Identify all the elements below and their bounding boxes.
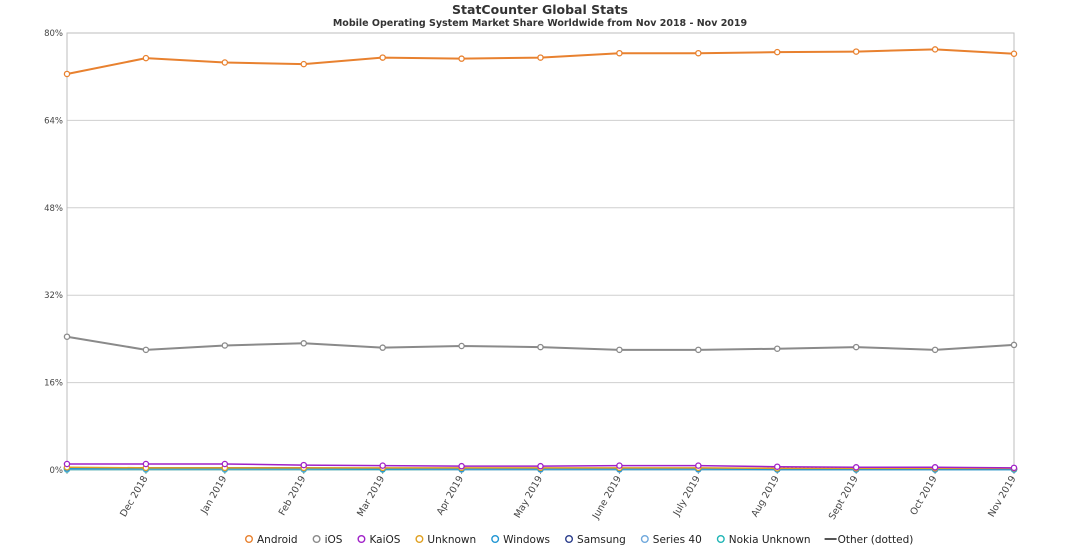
data-point[interactable] <box>537 54 544 61</box>
x-tick-label: Feb 2019 <box>277 474 309 518</box>
data-point[interactable] <box>63 70 71 78</box>
data-point[interactable] <box>931 464 939 471</box>
legend-swatch <box>244 535 253 544</box>
x-tick-label: Apr 2019 <box>435 474 466 517</box>
series-android <box>63 46 1018 78</box>
data-point[interactable] <box>458 55 465 62</box>
legend-label: Series 40 <box>653 534 702 546</box>
data-point[interactable] <box>537 343 544 351</box>
legend-item[interactable]: Other (dotted) <box>824 534 914 546</box>
legend-label: iOS <box>325 534 343 546</box>
legend-item[interactable]: Windows <box>491 534 550 546</box>
data-point[interactable] <box>931 346 939 354</box>
legend-item[interactable]: Samsung <box>565 534 626 546</box>
data-point[interactable] <box>931 46 939 53</box>
legend-swatch <box>491 535 500 544</box>
data-point[interactable] <box>852 48 860 55</box>
data-point[interactable] <box>379 462 386 469</box>
legend-label: Android <box>257 534 298 546</box>
legend-label: Unknown <box>427 534 476 546</box>
legend-swatch <box>415 535 424 544</box>
data-point[interactable] <box>221 460 229 468</box>
legend-swatch <box>716 535 725 544</box>
data-point[interactable] <box>616 462 623 469</box>
data-point[interactable] <box>142 54 150 62</box>
x-tick-label: July 2019 <box>671 474 703 519</box>
legend-item[interactable]: Nokia Unknown <box>716 534 811 546</box>
data-point[interactable] <box>695 49 702 57</box>
data-point[interactable] <box>379 54 386 61</box>
data-point[interactable] <box>142 346 150 354</box>
x-tick-label: June 2019 <box>590 474 624 522</box>
legend-swatch <box>357 535 366 544</box>
x-tick-label: Aug 2019 <box>749 474 781 519</box>
data-point[interactable] <box>1010 50 1018 58</box>
plot-frame <box>66 32 1015 471</box>
data-point[interactable] <box>142 460 150 468</box>
legend-label: Other (dotted) <box>838 534 914 546</box>
y-tick-label: 64% <box>44 116 63 126</box>
data-point[interactable] <box>458 462 465 470</box>
legend-swatch <box>640 535 649 544</box>
data-point[interactable] <box>1010 464 1018 472</box>
chart-title: StatCounter Global Stats <box>452 2 628 17</box>
legend-swatch <box>312 535 321 544</box>
grid-layer <box>66 32 1015 471</box>
data-point[interactable] <box>300 461 307 469</box>
legend-item[interactable]: Series 40 <box>640 534 702 546</box>
x-tick-label: Dec 2018 <box>118 474 150 519</box>
series-line <box>66 48 1015 75</box>
x-tick-label: Jan 2019 <box>198 474 229 517</box>
data-point[interactable] <box>1010 341 1018 349</box>
data-point[interactable] <box>616 49 623 57</box>
legend-swatch <box>565 535 574 544</box>
data-point[interactable] <box>221 59 229 66</box>
legend-item[interactable]: iOS <box>312 534 343 546</box>
data-point[interactable] <box>774 48 781 56</box>
data-point[interactable] <box>458 342 465 350</box>
series-kaios <box>63 460 1018 472</box>
x-tick-label: Mar 2019 <box>355 474 387 519</box>
series-ios <box>63 333 1018 354</box>
legend: Android iOS KaiOS Unknown Windows Samsung Seri… <box>244 534 914 546</box>
data-point[interactable] <box>774 463 781 470</box>
data-point[interactable] <box>537 462 544 470</box>
data-point[interactable] <box>379 344 386 351</box>
y-tick-label: 0% <box>50 466 64 476</box>
data-point[interactable] <box>774 345 781 352</box>
y-tick-label: 16% <box>44 379 63 389</box>
legend-label: Samsung <box>577 534 626 546</box>
x-tick-label: Oct 2019 <box>908 474 939 517</box>
axis-layer: 0% 16% 32% 48% 64% 80% Dec 2018 Jan 2019 Feb 201… <box>44 29 1019 522</box>
data-point[interactable] <box>63 460 71 468</box>
legend-label: Nokia Unknown <box>729 534 811 546</box>
y-tick-label: 48% <box>44 204 63 214</box>
data-point[interactable] <box>852 343 860 351</box>
legend-item[interactable]: KaiOS <box>357 534 401 546</box>
data-point[interactable] <box>300 340 307 347</box>
data-point[interactable] <box>300 60 307 68</box>
data-point[interactable] <box>852 464 860 471</box>
chart-subtitle: Mobile Operating System Market Share Wor… <box>333 18 747 29</box>
data-point[interactable] <box>616 346 623 354</box>
data-point[interactable] <box>221 342 229 349</box>
legend-item[interactable]: Android <box>244 534 298 546</box>
data-point[interactable] <box>695 462 702 469</box>
data-point[interactable] <box>63 333 71 340</box>
series-layer <box>63 46 1018 473</box>
x-tick-label: Nov 2019 <box>986 474 1018 519</box>
legend-label: Windows <box>503 534 550 546</box>
legend-item[interactable]: Unknown <box>415 534 476 546</box>
data-point[interactable] <box>695 346 702 354</box>
y-tick-label: 32% <box>44 291 63 301</box>
y-tick-label: 80% <box>44 29 63 39</box>
x-tick-label: May 2019 <box>512 474 545 520</box>
legend-label: KaiOS <box>369 534 400 546</box>
x-tick-label: Sept 2019 <box>827 474 861 522</box>
